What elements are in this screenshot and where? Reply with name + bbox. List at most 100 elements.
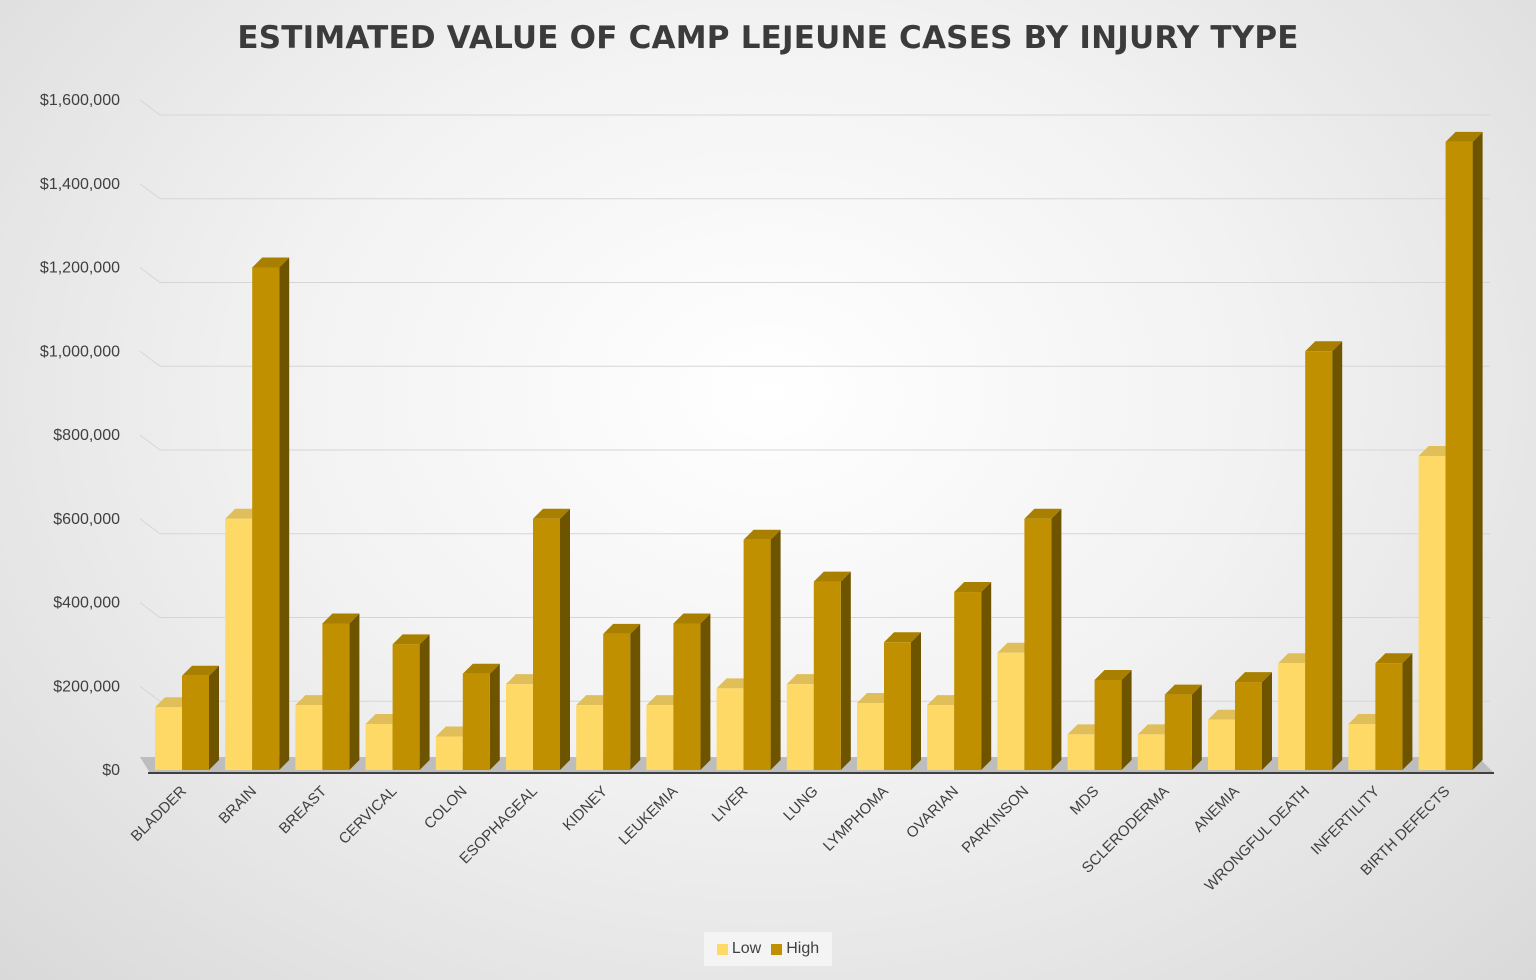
legend-label-high: High [786, 940, 820, 957]
y-tick-label: $200,000 [53, 678, 120, 695]
chart-title: ESTIMATED VALUE OF CAMP LEJEUNE CASES BY… [237, 20, 1299, 56]
bar-front [927, 705, 955, 770]
bar-high-leukemia [673, 613, 711, 770]
bar-front [182, 675, 209, 770]
bar-high-liver [743, 529, 781, 770]
bar-side [1262, 672, 1272, 770]
bar-high-scleroderma [1164, 684, 1202, 770]
bar-front [462, 673, 490, 770]
x-tick-label: PARKINSON [959, 783, 1033, 857]
bar-front [252, 267, 280, 770]
bar-high-lymphoma [884, 632, 921, 770]
bar-front [1208, 719, 1235, 770]
bar-front [884, 642, 911, 770]
bars [155, 131, 1483, 770]
bar-front [716, 688, 744, 770]
bar-side [981, 582, 992, 770]
bar-top [533, 508, 570, 519]
bar-front [673, 623, 701, 770]
gridline-slant [139, 434, 161, 451]
bar-side [840, 571, 851, 770]
bar-high-kidney [603, 623, 641, 770]
bar-high-brain [252, 257, 290, 770]
bar-top [673, 613, 711, 624]
bar-side [419, 634, 430, 770]
bar-top [462, 663, 500, 674]
bar-side [1191, 684, 1202, 770]
bar-high-bladder [182, 665, 219, 770]
bar-front [1348, 723, 1376, 770]
bar-front [533, 518, 560, 770]
gridline-slant [139, 685, 161, 702]
bar-side [279, 257, 290, 770]
bar-front [997, 652, 1025, 770]
bar-side [1332, 341, 1343, 770]
legend-label-low: Low [731, 940, 762, 957]
x-tick-label: COLON [421, 783, 471, 833]
x-tick-label: MDS [1067, 783, 1103, 819]
bar-front [1445, 141, 1473, 770]
bar-high-esophageal [533, 508, 570, 770]
bar-side [630, 623, 641, 770]
bar-top [743, 529, 781, 540]
bar-front [576, 705, 604, 770]
bar-front [1094, 679, 1122, 770]
y-tick-label: $1,000,000 [40, 343, 120, 360]
bar-front [857, 703, 884, 770]
bar-top [1024, 508, 1062, 519]
bar-side [1472, 131, 1483, 770]
gridline-slant [139, 267, 161, 283]
bar-front [786, 684, 814, 770]
bar-front [813, 581, 841, 770]
y-tick-label: $1,400,000 [40, 176, 120, 193]
bar-side [489, 663, 500, 770]
y-axis-ticks: $0 $200,000 $400,000 $600,000 $800,000 $1,000… [40, 92, 120, 779]
bar-front [1375, 663, 1403, 770]
x-axis-ticks: BLADDER BRAIN BREAST CERVICAL COLONESOPHAGEA… [128, 783, 1454, 895]
bar-front [1305, 351, 1333, 770]
bar-front [322, 623, 350, 770]
bar-front [743, 539, 771, 770]
y-tick-label: $1,600,000 [40, 92, 120, 109]
bar-top [1094, 669, 1132, 680]
y-tick-label: $400,000 [53, 595, 120, 612]
bar-side [1051, 508, 1062, 770]
x-tick-label: LEUKEMIA [616, 783, 682, 849]
gridline-slant [139, 183, 161, 200]
bar-side [209, 665, 219, 770]
bar-top [322, 613, 360, 624]
x-tick-label: LIVER [709, 783, 752, 826]
x-tick-label: ANEMIA [1190, 783, 1243, 836]
bar-front [225, 518, 253, 770]
bar-front [435, 736, 463, 770]
gridline-slant [139, 518, 161, 535]
x-tick-label: OVARIAN [903, 783, 962, 842]
gridline-slant [139, 350, 161, 367]
bar-front [603, 633, 631, 770]
bar-high-colon [462, 663, 500, 770]
y-tick-label: $0 [102, 762, 120, 779]
bar-high-anemia [1235, 672, 1272, 770]
bar-front [1164, 694, 1192, 770]
x-tick-label: LUNG [780, 783, 821, 824]
bar-high-breast [322, 613, 360, 770]
bar-side [1121, 669, 1132, 770]
bar-top [1164, 684, 1202, 695]
x-tick-label: KIDNEY [560, 783, 612, 835]
bar-front [646, 705, 674, 770]
x-tick-label: BRAIN [216, 783, 260, 827]
bar-top [813, 571, 851, 582]
bar-side [911, 632, 921, 770]
legend-item-low: Low [716, 940, 762, 958]
bar-top [182, 665, 219, 676]
bar-top [954, 582, 992, 593]
bar-front [1024, 518, 1052, 770]
bar-front [954, 592, 982, 770]
legend-swatch-high [771, 943, 783, 955]
bar-high-lung [813, 571, 851, 770]
y-tick-label: $600,000 [53, 511, 120, 528]
bar-high-cervical [392, 634, 430, 770]
bar-high-ovarian [954, 582, 992, 770]
